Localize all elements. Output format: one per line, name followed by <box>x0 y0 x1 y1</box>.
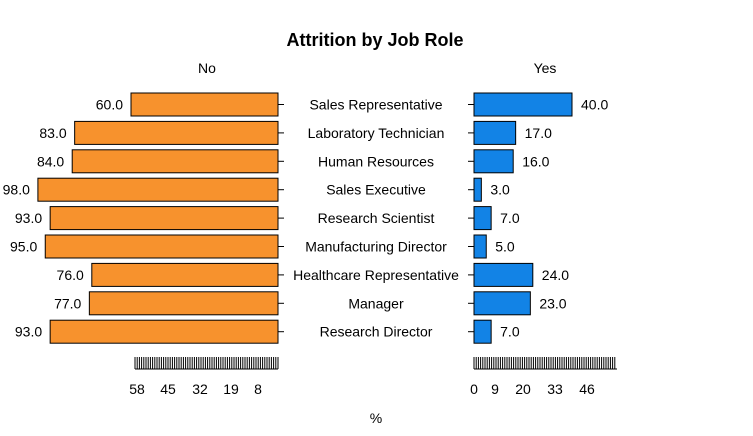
bar-yes <box>473 120 517 145</box>
value-label-no: 77.0 <box>54 295 81 311</box>
value-label-no: 98.0 <box>3 182 30 198</box>
x-axis-ruler-yes <box>473 357 617 370</box>
category-label: Laboratory Technician <box>308 125 445 141</box>
value-label-no: 93.0 <box>15 210 42 226</box>
bar-yes <box>473 291 531 316</box>
bar-no <box>49 319 279 344</box>
value-label-no: 76.0 <box>57 267 84 283</box>
tick-label-yes: 9 <box>491 381 499 397</box>
tick-label-yes: 20 <box>515 381 531 397</box>
bars-group: 60.0 40.0 Sales Representative 83.0 17.0 Labo… <box>3 92 608 344</box>
bar-yes <box>473 177 482 202</box>
value-label-no: 93.0 <box>15 324 42 340</box>
panel-label-yes: Yes <box>534 60 557 76</box>
chart-title: Attrition by Job Role <box>287 30 464 50</box>
x-axis-ruler-no <box>134 357 279 370</box>
value-label-yes: 7.0 <box>500 324 520 340</box>
bar-no <box>49 206 279 231</box>
bar-yes <box>473 234 487 259</box>
axes-group: 58 45 32 19 8 0 9 20 33 46 <box>129 357 617 397</box>
bar-no <box>91 262 279 287</box>
category-label: Sales Representative <box>309 97 442 113</box>
value-label-yes: 23.0 <box>539 295 566 311</box>
bar-no <box>74 120 279 145</box>
tick-label-no: 45 <box>160 381 176 397</box>
panel-label-no: No <box>198 60 216 76</box>
bar-yes <box>473 92 573 117</box>
bar-yes <box>473 262 534 287</box>
category-label: Manufacturing Director <box>305 239 447 255</box>
category-label: Healthcare Representative <box>293 267 459 283</box>
category-label: Manager <box>348 295 404 311</box>
value-label-yes: 16.0 <box>522 153 549 169</box>
tick-label-yes: 0 <box>470 381 478 397</box>
value-label-yes: 3.0 <box>490 182 510 198</box>
category-label: Sales Executive <box>326 182 426 198</box>
value-label-yes: 17.0 <box>525 125 552 141</box>
category-label: Human Resources <box>318 153 434 169</box>
value-label-no: 60.0 <box>96 97 123 113</box>
bar-yes <box>473 149 514 174</box>
bar-no <box>130 92 279 117</box>
bar-no <box>71 149 279 174</box>
bar-yes <box>473 319 492 344</box>
value-label-no: 95.0 <box>10 239 37 255</box>
category-label: Research Scientist <box>318 210 435 226</box>
value-label-yes: 7.0 <box>500 210 520 226</box>
value-label-yes: 40.0 <box>581 97 608 113</box>
tick-label-yes: 46 <box>579 381 595 397</box>
bar-no <box>88 291 279 316</box>
bar-no <box>37 177 279 202</box>
tick-label-no: 19 <box>223 381 239 397</box>
tick-label-no: 32 <box>192 381 208 397</box>
value-label-yes: 24.0 <box>542 267 569 283</box>
tick-label-yes: 33 <box>547 381 563 397</box>
value-label-no: 83.0 <box>39 125 66 141</box>
tick-label-no: 58 <box>129 381 145 397</box>
x-axis-label: % <box>370 410 382 426</box>
value-label-no: 84.0 <box>37 153 64 169</box>
bar-no <box>44 234 279 259</box>
tick-label-no: 8 <box>254 381 262 397</box>
bar-yes <box>473 206 492 231</box>
category-label: Research Director <box>320 324 433 340</box>
value-label-yes: 5.0 <box>495 239 515 255</box>
